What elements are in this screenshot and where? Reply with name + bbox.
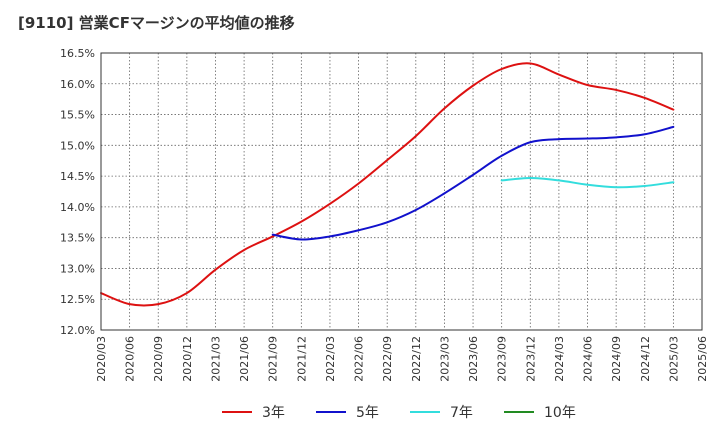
legend-item-2: 7年 bbox=[410, 402, 473, 422]
x-tick-label: 2023/09 bbox=[496, 336, 509, 382]
y-tick-label: 14.5% bbox=[60, 170, 95, 183]
y-tick-label: 16.5% bbox=[60, 47, 95, 60]
y-tick-label: 16.0% bbox=[60, 78, 95, 91]
x-tick-label: 2024/12 bbox=[639, 336, 652, 382]
x-tick-label: 2025/03 bbox=[667, 336, 680, 382]
x-tick-label: 2024/03 bbox=[553, 336, 566, 382]
x-tick-label: 2022/06 bbox=[353, 336, 366, 382]
x-tick-label: 2023/12 bbox=[524, 336, 537, 382]
series-line-1 bbox=[271, 125, 675, 241]
x-tick-label: 2024/06 bbox=[582, 336, 595, 382]
x-tick-label: 2020/03 bbox=[95, 336, 108, 382]
y-tick-label: 12.5% bbox=[60, 293, 95, 306]
legend-swatch bbox=[504, 411, 534, 413]
y-tick-label: 12.0% bbox=[60, 324, 95, 337]
x-tick-label: 2025/06 bbox=[696, 336, 709, 382]
y-tick-label: 13.5% bbox=[60, 232, 95, 245]
legend-swatch bbox=[316, 411, 346, 413]
legend-label: 7年 bbox=[450, 405, 473, 421]
line-chart: 12.0% 12.5% 13.0% 13.5% 14.0% 14.5% 15.0% 15.5%… bbox=[60, 47, 709, 382]
x-tick-label: 2024/09 bbox=[610, 336, 623, 382]
chart-title: [9110] 営業CFマージンの平均値の推移 bbox=[18, 14, 295, 32]
x-tick-label: 2023/06 bbox=[467, 336, 480, 382]
x-tick-label: 2021/12 bbox=[295, 336, 308, 382]
y-tick-label: 15.0% bbox=[60, 139, 95, 152]
x-tick-label: 2023/03 bbox=[438, 336, 451, 382]
y-tick-label: 14.0% bbox=[60, 201, 95, 214]
series-line-0 bbox=[100, 62, 675, 307]
legend: 3年 5年 7年 10年 bbox=[0, 402, 720, 426]
x-tick-label: 2020/06 bbox=[124, 336, 137, 382]
legend-label: 3年 bbox=[262, 405, 285, 421]
legend-item-0: 3年 bbox=[222, 402, 285, 422]
x-tick-label: 2021/09 bbox=[267, 336, 280, 382]
legend-item-1: 5年 bbox=[316, 402, 379, 422]
x-tick-label: 2022/12 bbox=[410, 336, 423, 382]
x-tick-label: 2021/03 bbox=[209, 336, 222, 382]
x-tick-label: 2022/03 bbox=[324, 336, 337, 382]
x-tick-label: 2020/12 bbox=[181, 336, 194, 382]
y-tick-label: 13.0% bbox=[60, 262, 95, 275]
legend-swatch bbox=[222, 411, 252, 413]
series-line-2 bbox=[500, 176, 675, 189]
legend-label: 5年 bbox=[356, 405, 379, 421]
grid bbox=[101, 53, 702, 330]
x-tick-label: 2020/09 bbox=[152, 336, 165, 382]
legend-item-3: 10年 bbox=[504, 402, 576, 422]
y-axis-ticks: 12.0% 12.5% 13.0% 13.5% 14.0% 14.5% 15.0% 15.5%… bbox=[60, 47, 95, 337]
legend-label: 10年 bbox=[544, 405, 576, 421]
series-lines bbox=[100, 62, 675, 307]
x-tick-label: 2022/09 bbox=[381, 336, 394, 382]
legend-swatch bbox=[410, 411, 440, 413]
y-tick-label: 15.5% bbox=[60, 109, 95, 122]
x-tick-label: 2021/06 bbox=[238, 336, 251, 382]
plot-frame bbox=[100, 52, 703, 331]
x-axis-ticks: 2020/03 2020/06 2020/09 2020/12 2021/03 2021/… bbox=[95, 336, 709, 382]
